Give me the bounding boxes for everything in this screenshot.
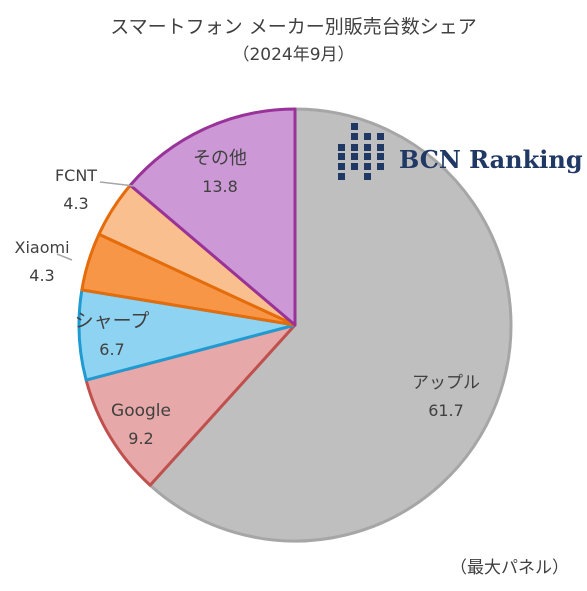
logo-square [377,163,384,170]
slice-value-6: 13.8 [202,177,238,196]
logo-square [338,144,345,151]
brand-name: BCN Ranking [399,145,583,174]
slice-value-4: 4.3 [29,266,54,285]
chart-subtitle: （2024年9月） [232,45,355,65]
pie-slice-6 [128,107,297,327]
logo-square [364,153,371,160]
slice-value-1: 61.7 [428,401,464,420]
logo-square [351,123,358,130]
logo-square [364,144,371,151]
pie-slices [77,107,513,543]
logo-square [377,133,384,140]
slice-label-1: アップル [412,373,480,393]
leader-line-4 [56,253,73,261]
footnote: （最大パネル） [450,558,569,578]
logo-square [364,163,371,170]
leader-line-5 [99,181,135,187]
logo-square [364,133,371,140]
slice-label-4: Xiaomi [14,238,69,257]
logo-square [364,173,371,180]
slice-label-5: FCNT [55,166,97,185]
logo-square [351,153,358,160]
logo-square [377,144,384,151]
logo-square [351,163,358,170]
bcn-grid-logo-icon [338,123,384,180]
slice-label-3: シャープ [75,310,150,332]
pie-labels: アップル 61.7 Google 9.2 シャープ 6.7 Xiaomi 4.3 FCNT 4.3… [14,148,480,448]
slice-label-6: その他 [193,148,247,169]
logo-square [351,144,358,151]
chart-title: スマートフォン メーカー別販売台数シェア [110,16,477,38]
slice-value-3: 6.7 [99,340,124,359]
slice-value-5: 4.3 [63,194,88,213]
logo-square [338,173,345,180]
logo-square [338,153,345,160]
pie-slice-2 [84,323,297,487]
slice-label-2: Google [111,401,171,421]
logo-square [377,153,384,160]
logo-square [338,163,345,170]
slice-value-2: 9.2 [128,429,153,448]
logo-square [351,133,358,140]
pie-slice-1 [148,107,513,543]
